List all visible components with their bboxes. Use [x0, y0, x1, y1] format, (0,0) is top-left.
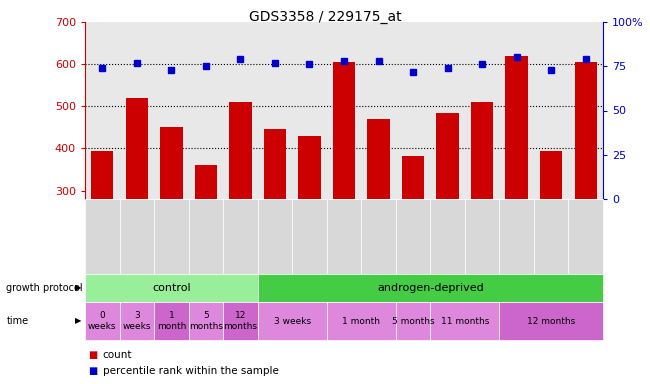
Bar: [575, 62, 597, 199]
Text: 3
weeks: 3 weeks: [123, 311, 151, 331]
Text: GDS3358 / 229175_at: GDS3358 / 229175_at: [249, 10, 401, 23]
Text: 0
weeks: 0 weeks: [88, 311, 116, 331]
Text: 5
months: 5 months: [189, 311, 223, 331]
Bar: [229, 102, 252, 199]
Text: androgen-deprived: androgen-deprived: [377, 283, 484, 293]
Text: 12
months: 12 months: [224, 311, 257, 331]
Bar: [540, 151, 562, 199]
Bar: [506, 56, 528, 199]
Bar: [471, 102, 493, 199]
Text: 11 months: 11 months: [441, 316, 489, 326]
Text: control: control: [152, 283, 190, 293]
Bar: [91, 151, 114, 199]
Text: ▶: ▶: [75, 283, 82, 293]
Text: 5 months: 5 months: [392, 316, 434, 326]
Bar: [436, 113, 459, 199]
Bar: [333, 62, 355, 199]
Text: 1 month: 1 month: [343, 316, 380, 326]
Bar: [264, 129, 286, 199]
Text: ■: ■: [88, 366, 98, 376]
Text: count: count: [103, 350, 132, 361]
Bar: [125, 98, 148, 199]
Bar: [194, 165, 217, 199]
Text: growth protocol: growth protocol: [6, 283, 83, 293]
Text: ■: ■: [88, 350, 98, 361]
Text: 12 months: 12 months: [527, 316, 575, 326]
Text: ▶: ▶: [75, 316, 82, 326]
Bar: [160, 127, 183, 199]
Text: time: time: [6, 316, 29, 326]
Bar: [402, 156, 424, 199]
Bar: [367, 119, 390, 199]
Text: 1
month: 1 month: [157, 311, 186, 331]
Text: 3 weeks: 3 weeks: [274, 316, 311, 326]
Bar: [298, 136, 320, 199]
Text: percentile rank within the sample: percentile rank within the sample: [103, 366, 278, 376]
